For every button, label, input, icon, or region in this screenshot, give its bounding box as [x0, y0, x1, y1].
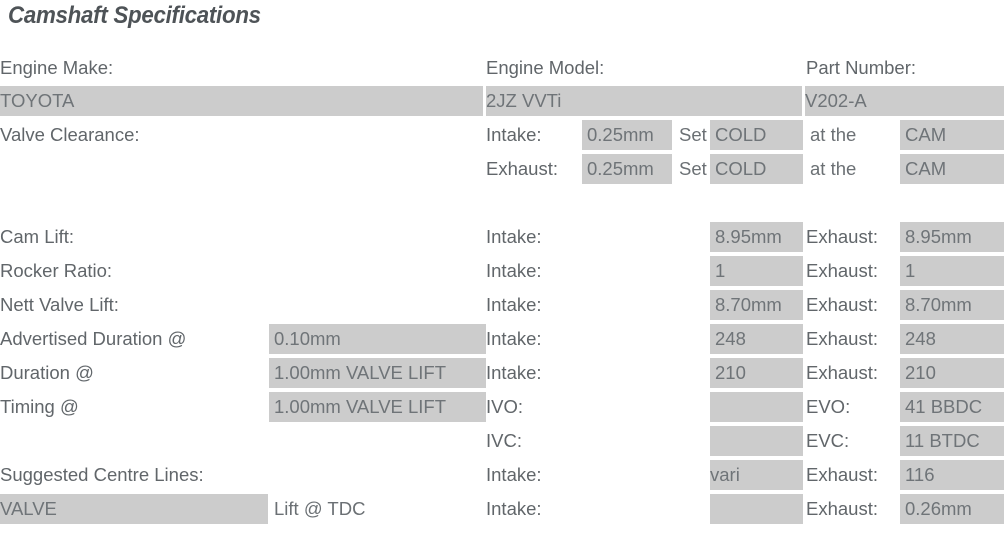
valve-clearance-exhaust-at-the-word: at the [810, 158, 857, 179]
engine-model-label: Engine Model: [486, 57, 605, 78]
spec-exhaust-value-rocker-ratio[interactable]: 1 [900, 256, 1004, 286]
spec-label-timing: Timing @ [0, 396, 79, 417]
valve-clearance-intake-label: Intake: [486, 124, 542, 145]
spec-exhaust-label-advertised-duration: Exhaust: [806, 328, 878, 349]
spec-exhaust-value-advertised-duration[interactable]: 248 [900, 324, 1004, 354]
spec-label-rocker-ratio: Rocker Ratio: [0, 260, 113, 281]
valve-clearance-intake-condition[interactable]: COLD [710, 120, 803, 150]
spec-intake-value-duration[interactable]: 210 [710, 358, 803, 388]
spec-intake-label-duration: Intake: [486, 362, 542, 383]
spec-intake-value-cam-lift[interactable]: 8.95mm [710, 222, 803, 252]
centre-lines-exhaust-value[interactable]: 116 [900, 460, 1004, 490]
spec-intake-value-ivo[interactable] [710, 392, 803, 422]
valve-clearance-intake-value[interactable]: 0.25mm [582, 120, 672, 150]
spec-at-value-timing[interactable]: 1.00mm VALVE LIFT [269, 392, 486, 422]
spec-exhaust-label-duration: Exhaust: [806, 362, 878, 383]
centre-lines-intake-label: Intake: [486, 464, 542, 485]
spec-intake-value-advertised-duration[interactable]: 248 [710, 324, 803, 354]
valve-clearance-exhaust-location[interactable]: CAM [900, 154, 1004, 184]
centre-lines-intake-value[interactable]: vari [710, 460, 803, 490]
valve-clearance-exhaust-set-word: Set [679, 158, 707, 179]
spec-label-duration: Duration @ [0, 362, 94, 383]
lift-at-tdc-measure-basis[interactable]: VALVE [0, 494, 268, 524]
valve-clearance-exhaust-label: Exhaust: [486, 158, 558, 179]
spec-at-value-duration[interactable]: 1.00mm VALVE LIFT [269, 358, 486, 388]
spec-exhaust-value-cam-lift[interactable]: 8.95mm [900, 222, 1004, 252]
spec-exhaust-label-cam-lift: Exhaust: [806, 226, 878, 247]
spec-intake-value-rocker-ratio[interactable]: 1 [710, 256, 803, 286]
spec-label-cam-lift: Cam Lift: [0, 226, 75, 247]
lift-at-tdc-exhaust-label: Exhaust: [806, 498, 878, 519]
valve-clearance-intake-location[interactable]: CAM [900, 120, 1004, 150]
valve-clearance-label: Valve Clearance: [0, 124, 140, 145]
spec-label-advertised-duration: Advertised Duration @ [0, 328, 187, 349]
lift-at-tdc-intake-label: Intake: [486, 498, 542, 519]
lift-at-tdc-exhaust-value[interactable]: 0.26mm [900, 494, 1004, 524]
engine-make-value[interactable]: TOYOTA [0, 86, 483, 116]
spec-exhaust-value-evc[interactable]: 11 BTDC [900, 426, 1004, 456]
part-number-label: Part Number: [806, 57, 917, 78]
valve-clearance-exhaust-value[interactable]: 0.25mm [582, 154, 672, 184]
spec-intake-label-rocker-ratio: Intake: [486, 260, 542, 281]
spec-exhaust-label-rocker-ratio: Exhaust: [806, 260, 878, 281]
spec-at-value-advertised-duration[interactable]: 0.10mm [269, 324, 486, 354]
valve-clearance-intake-set-word: Set [679, 124, 707, 145]
spec-exhaust-label-evc: EVC: [806, 430, 850, 451]
spec-intake-label-ivo: IVO: [486, 396, 524, 417]
page-title: Camshaft Specifications [8, 2, 261, 29]
lift-at-tdc-intake-value[interactable] [710, 494, 803, 524]
spec-exhaust-label-evo: EVO: [806, 396, 851, 417]
spec-intake-value-nett-valve-lift[interactable]: 8.70mm [710, 290, 803, 320]
valve-clearance-exhaust-condition[interactable]: COLD [710, 154, 803, 184]
spec-intake-label-cam-lift: Intake: [486, 226, 542, 247]
spec-exhaust-value-duration[interactable]: 210 [900, 358, 1004, 388]
centre-lines-exhaust-label: Exhaust: [806, 464, 878, 485]
spec-exhaust-label-nett-valve-lift: Exhaust: [806, 294, 878, 315]
spec-intake-label-ivc: IVC: [486, 430, 522, 451]
lift-at-tdc-caption: Lift @ TDC [274, 498, 366, 519]
spec-exhaust-value-evo[interactable]: 41 BBDC [900, 392, 1004, 422]
spec-intake-value-ivc[interactable] [710, 426, 803, 456]
part-number-value[interactable]: V202-A [805, 86, 1004, 116]
valve-clearance-intake-at-the-word: at the [810, 124, 857, 145]
engine-model-value[interactable]: 2JZ VVTi [486, 86, 802, 116]
engine-make-label: Engine Make: [0, 57, 114, 78]
spec-label-nett-valve-lift: Nett Valve Lift: [0, 294, 119, 315]
spec-exhaust-value-nett-valve-lift[interactable]: 8.70mm [900, 290, 1004, 320]
spec-intake-label-nett-valve-lift: Intake: [486, 294, 542, 315]
suggested-centre-lines-label: Suggested Centre Lines: [0, 464, 204, 485]
spec-intake-label-advertised-duration: Intake: [486, 328, 542, 349]
